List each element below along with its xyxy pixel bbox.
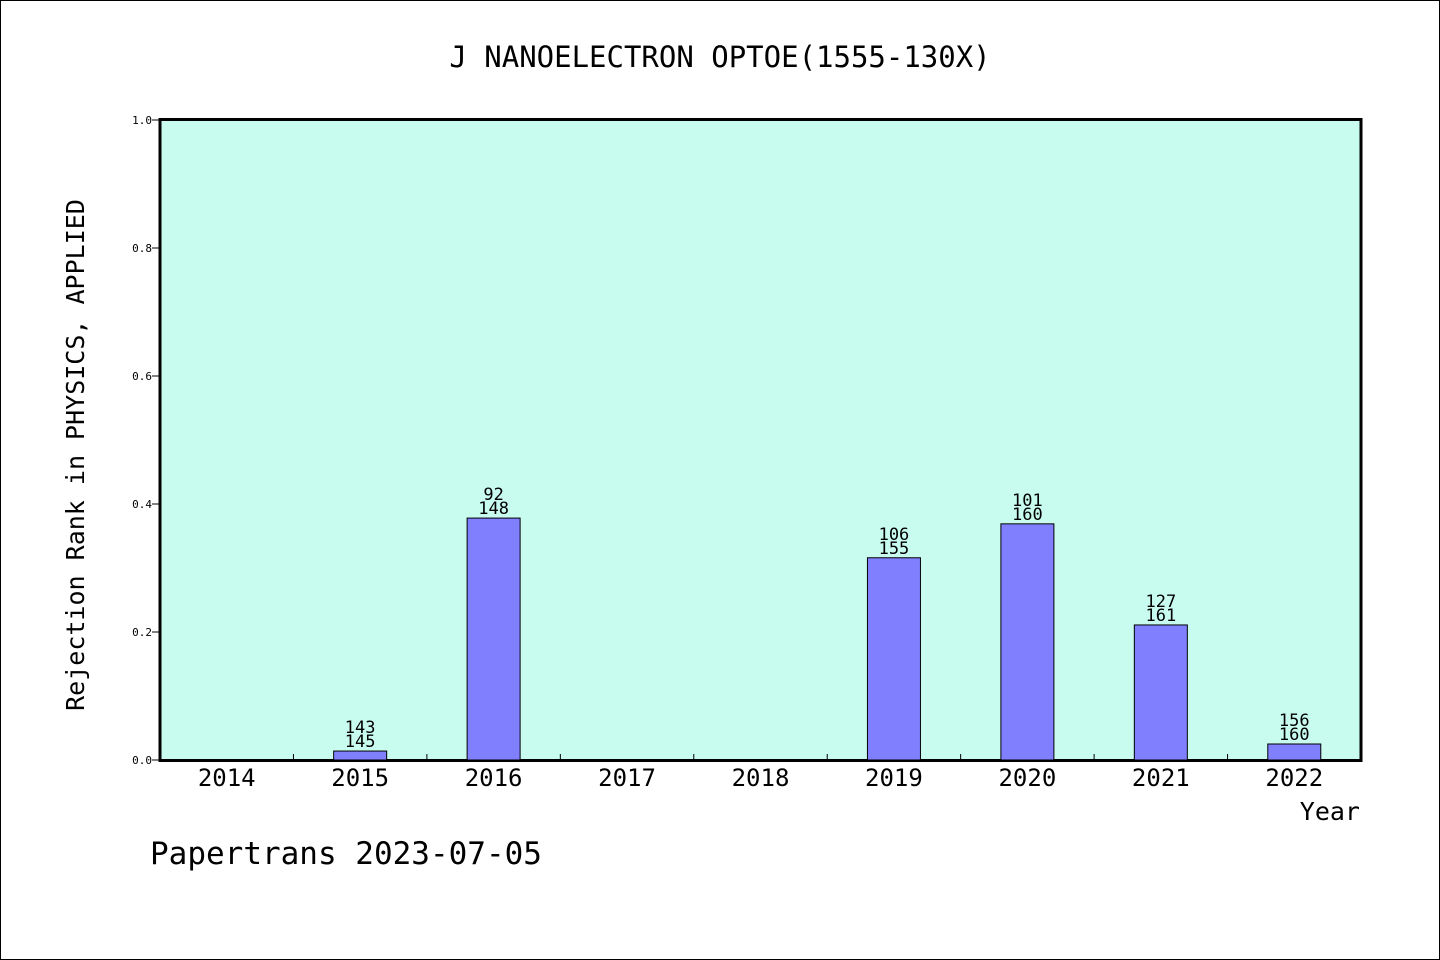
y-tick-label: 0.0 xyxy=(132,754,152,767)
x-tick-label: 2019 xyxy=(865,764,923,792)
x-axis: 2014 2015 2016 2017 2018 2019 2020 2021 2022 xyxy=(198,754,1323,792)
data-label-bottom: 155 xyxy=(879,539,910,559)
data-label-bottom: 148 xyxy=(478,499,509,519)
data-label-bottom: 160 xyxy=(1012,505,1043,525)
x-tick-label: 2020 xyxy=(998,764,1056,792)
x-tick-label: 2018 xyxy=(732,764,790,792)
data-label-top: 92 xyxy=(483,485,503,505)
chart-title: J NANOELECTRON OPTOE(1555-130X) xyxy=(449,40,990,74)
data-label-top: 101 xyxy=(1012,491,1043,511)
bar xyxy=(866,557,921,761)
x-tick-label: 2015 xyxy=(331,764,389,792)
x-tick-label: 2021 xyxy=(1132,764,1190,792)
bar xyxy=(1000,523,1055,761)
x-tick-label: 2022 xyxy=(1265,764,1323,792)
bar xyxy=(1267,743,1322,761)
bar xyxy=(1133,624,1188,761)
data-label-top: 127 xyxy=(1145,592,1176,612)
y-tick-label: 0.2 xyxy=(132,626,152,639)
y-tick-label: 0.6 xyxy=(132,370,152,383)
y-tick-label: 0.8 xyxy=(132,242,152,255)
data-label-top: 143 xyxy=(345,718,376,738)
bar xyxy=(466,517,521,761)
data-label-top: 156 xyxy=(1279,711,1310,731)
data-label-bottom: 161 xyxy=(1145,606,1176,626)
x-tick-label: 2017 xyxy=(598,764,656,792)
bar xyxy=(333,750,388,761)
y-tick-label: 1.0 xyxy=(132,114,152,127)
y-tick-label: 0.4 xyxy=(132,498,152,511)
x-tick-label: 2014 xyxy=(198,764,256,792)
data-label-bottom: 145 xyxy=(345,732,376,752)
data-label-top: 106 xyxy=(879,525,910,545)
x-tick-label: 2016 xyxy=(465,764,523,792)
x-axis-label: Year xyxy=(1300,797,1360,826)
y-axis: 0.0 0.2 0.4 0.6 0.8 1.0 xyxy=(132,114,160,767)
watermark: Papertrans 2023-07-05 xyxy=(150,836,542,872)
y-axis-label: Rejection Rank in PHYSICS, APPLIED xyxy=(61,199,90,711)
data-label-bottom: 160 xyxy=(1279,725,1310,745)
